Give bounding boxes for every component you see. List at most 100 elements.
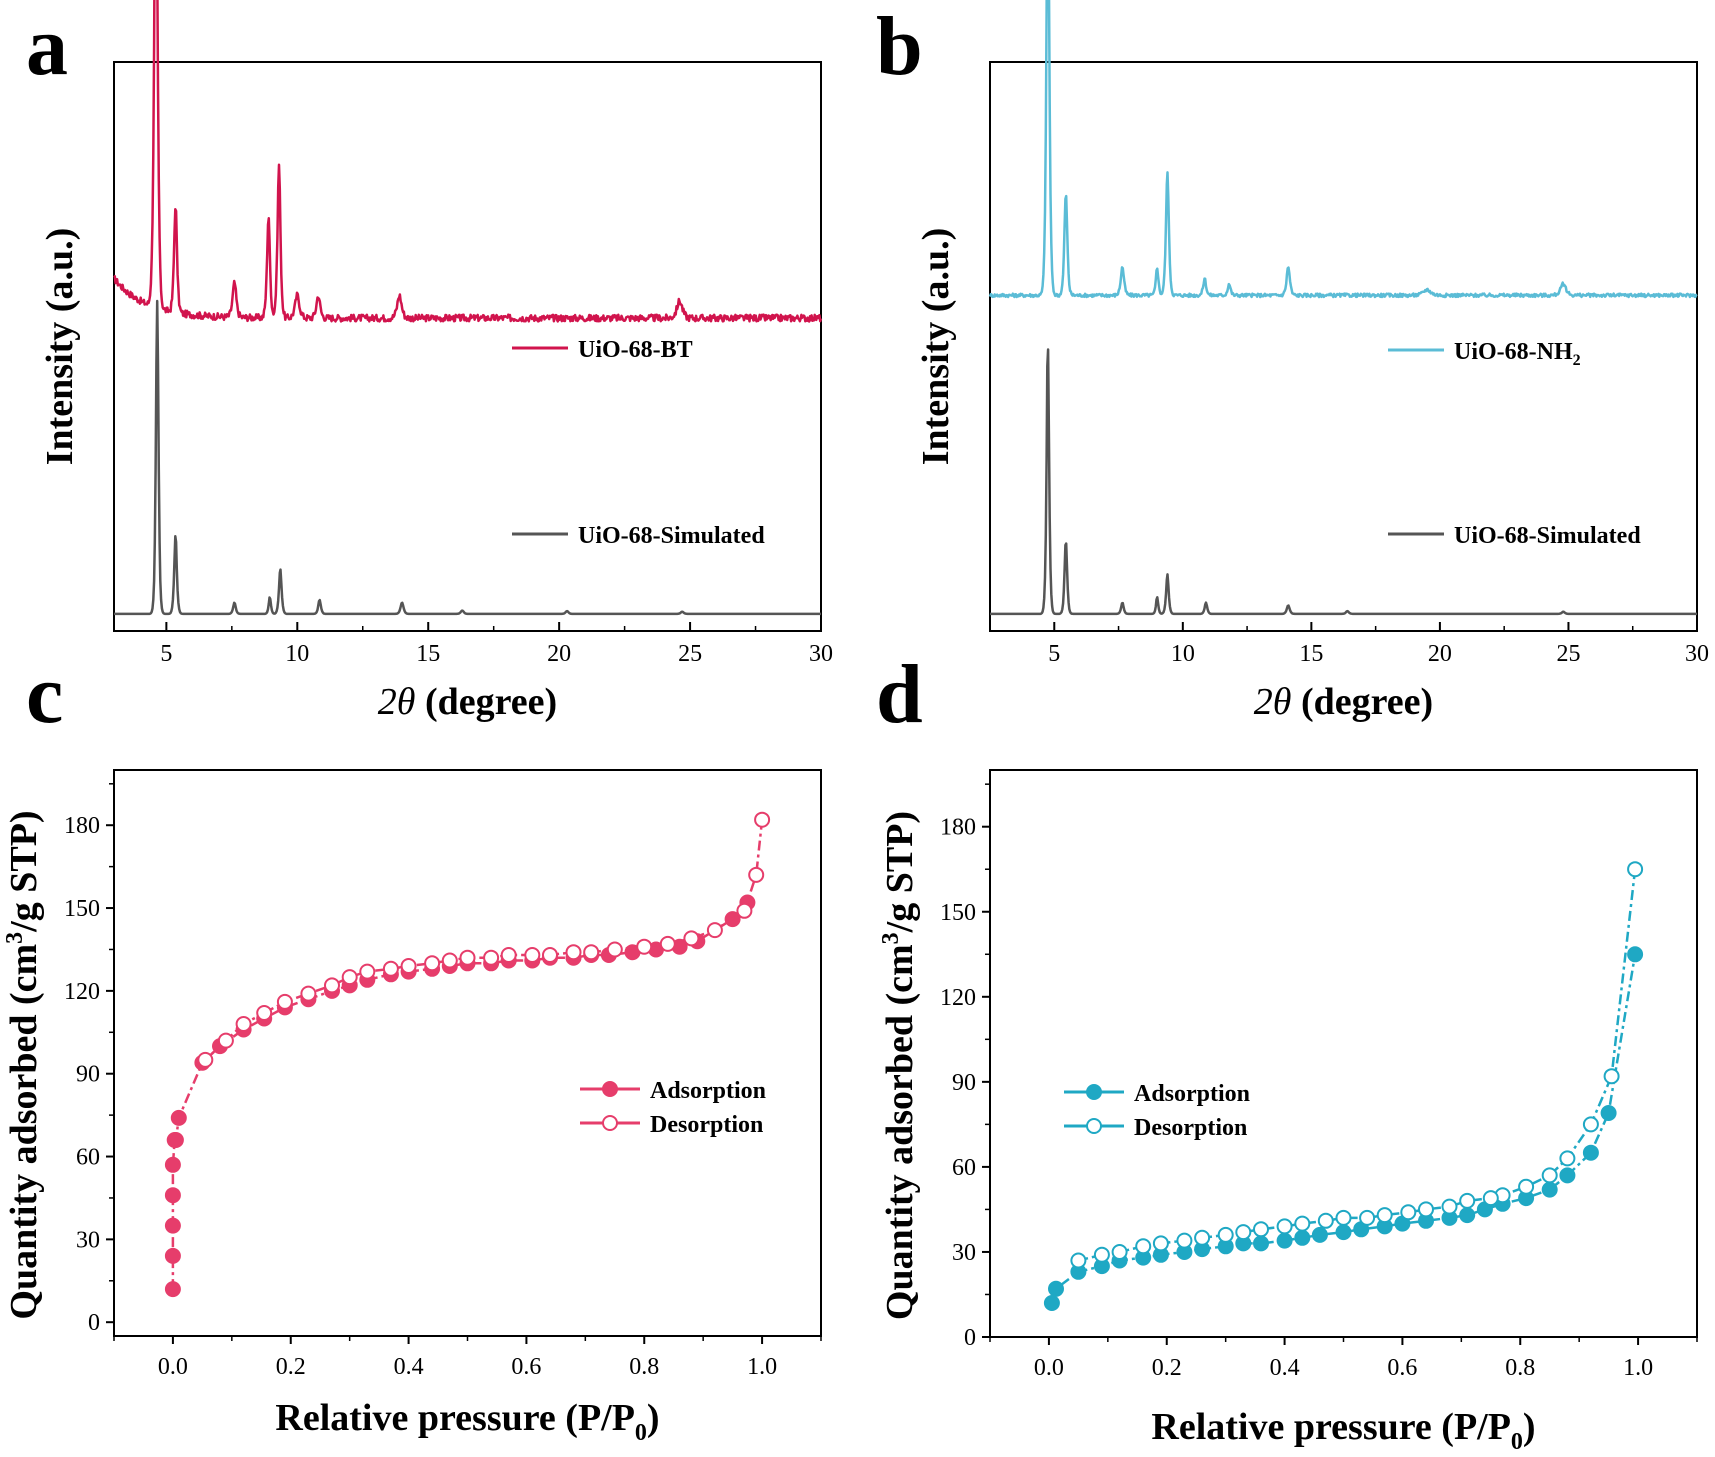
- x-tick-label: 0.6: [511, 1354, 541, 1380]
- legend-label: UiO-68-NH2: [1454, 339, 1581, 369]
- desorption-point: [706, 922, 723, 939]
- desorption-point: [1152, 1235, 1169, 1252]
- legend-label: UiO-68-Simulated: [1454, 523, 1641, 549]
- y-tick-label: 180: [64, 813, 100, 839]
- x-tick-label: 0.2: [276, 1354, 306, 1380]
- legend-marker: [1086, 1118, 1102, 1134]
- legend-marker: [602, 1115, 618, 1131]
- series-line-simulated: [989, 348, 1698, 616]
- adsorption-point: [1311, 1226, 1328, 1243]
- plot-frame: [989, 61, 1698, 632]
- desorption-point: [524, 947, 541, 963]
- desorption-point: [235, 1016, 252, 1032]
- desorption-point: [500, 947, 517, 963]
- y-tick-label: 120: [64, 979, 100, 1005]
- y-tick-label: 90: [76, 1062, 100, 1088]
- series-line-simulated: [113, 299, 822, 616]
- y-tick-label: 30: [76, 1227, 100, 1253]
- legend-label: Adsorption: [650, 1078, 766, 1104]
- desorption-point: [1582, 1116, 1599, 1133]
- desorption-point: [483, 949, 500, 966]
- x-tick-label: 5: [1048, 641, 1060, 667]
- x-tick-label: 30: [809, 641, 833, 667]
- desorption-point: [1176, 1232, 1193, 1249]
- desorption-point: [754, 811, 771, 828]
- desorption-point: [217, 1032, 234, 1049]
- x-tick-label: 0.6: [1387, 1355, 1417, 1381]
- desorption-point: [1135, 1238, 1152, 1255]
- desorption-point: [1559, 1150, 1576, 1167]
- desorption-point: [359, 963, 376, 980]
- desorption-point: [1235, 1224, 1252, 1241]
- y-axis-title: Intensity (a.u.): [915, 228, 957, 466]
- desorption-point: [1253, 1221, 1269, 1238]
- adsorption-point: [1541, 1181, 1558, 1198]
- x-tick-label: 25: [1556, 641, 1580, 667]
- x-tick-label: 1.0: [747, 1354, 777, 1380]
- panel-letter-a: a: [26, 0, 68, 93]
- x-tick-label: 0.8: [629, 1354, 659, 1380]
- legend-label: Desorption: [1134, 1115, 1247, 1141]
- adsorption-point: [1043, 1295, 1060, 1311]
- desorption-point: [659, 935, 676, 952]
- desorption-point: [1518, 1178, 1535, 1195]
- x-tick-label: 0.0: [1034, 1355, 1064, 1381]
- legend-marker: [1086, 1084, 1102, 1100]
- desorption-point: [1376, 1207, 1393, 1224]
- desorption-point: [583, 944, 600, 961]
- adsorption-point: [164, 1156, 181, 1173]
- desorption-point: [1194, 1229, 1211, 1246]
- x-tick-label: 15: [416, 641, 440, 667]
- desorption-point: [1482, 1190, 1499, 1207]
- adsorption-point: [164, 1187, 181, 1204]
- desorption-point: [1627, 861, 1644, 878]
- adsorption-point: [1627, 946, 1644, 963]
- desorption-point: [400, 958, 417, 974]
- x-tick-label: 10: [1171, 641, 1195, 667]
- chart-panel-d: 0.0 0.2 0.4 0.6 0.8 1.0 0 30 60 90 120 150 180 Adsorp…: [878, 769, 1698, 1455]
- x-tick-label: 0.4: [394, 1354, 424, 1380]
- adsorption-point: [1276, 1232, 1293, 1249]
- y-tick-label: 120: [940, 985, 976, 1011]
- x-tick-label: 20: [1428, 641, 1452, 667]
- desorption-point: [1217, 1226, 1234, 1243]
- x-tick-label: 0.4: [1270, 1355, 1300, 1381]
- x-axis-title: Relative pressure (P/P0): [1151, 1406, 1535, 1455]
- desorption-point: [748, 866, 765, 883]
- adsorption-point: [1048, 1280, 1064, 1297]
- x-axis-title: Relative pressure (P/P0): [275, 1397, 659, 1446]
- adsorption-point: [1459, 1207, 1476, 1224]
- desorption-point: [606, 941, 623, 958]
- x-tick-label: 15: [1299, 641, 1323, 667]
- desorption-point: [1317, 1212, 1334, 1229]
- y-tick-label: 150: [940, 900, 976, 926]
- desorption-point: [1359, 1209, 1376, 1226]
- desorption-point: [1400, 1204, 1417, 1221]
- y-axis-title: Quantity adsorbed (cm3/g STP): [2, 810, 45, 1319]
- x-tick-label: 1.0: [1623, 1355, 1653, 1381]
- x-tick-label: 20: [547, 641, 571, 667]
- y-tick-label: 180: [940, 815, 976, 841]
- desorption-point: [300, 985, 317, 1002]
- chart-panel-c: 0.0 0.2 0.4 0.6 0.8 1.0 0 30 60 90 120 150 180 Adsorp…: [2, 769, 822, 1446]
- desorption-point: [256, 1005, 273, 1021]
- adsorption-point: [1294, 1229, 1311, 1246]
- adsorption-point: [167, 1132, 184, 1148]
- desorption-point: [565, 944, 582, 961]
- series-line-desorption: [1078, 869, 1637, 1262]
- desorption-point: [459, 949, 476, 966]
- desorption-point: [441, 952, 458, 969]
- desorption-point: [1276, 1218, 1293, 1235]
- desorption-point: [736, 902, 753, 919]
- adsorption-point: [1253, 1235, 1269, 1252]
- legend-label: Adsorption: [1134, 1081, 1250, 1107]
- adsorption-point: [1335, 1224, 1352, 1241]
- desorption-point: [636, 938, 653, 955]
- plot-frame: [113, 61, 822, 632]
- chart-panel-a: 5 10 15 20 25 30 UiO-68-BT UiO-68-Simulated Inte…: [39, 0, 833, 723]
- panel-letter-d: d: [876, 648, 923, 741]
- adsorption-point: [170, 1109, 187, 1126]
- x-tick-label: 10: [285, 641, 309, 667]
- desorption-point: [1294, 1215, 1311, 1232]
